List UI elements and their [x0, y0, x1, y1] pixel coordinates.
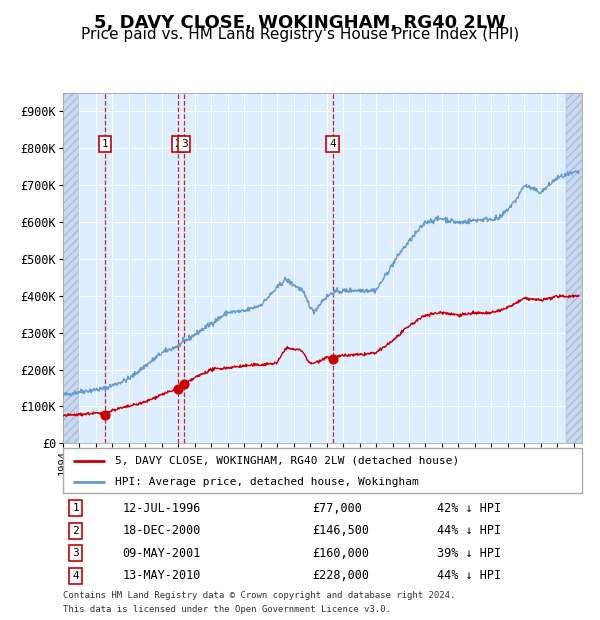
Point: [328, 354, 337, 364]
Text: 09-MAY-2001: 09-MAY-2001: [122, 547, 201, 560]
Text: HPI: Average price, detached house, Wokingham: HPI: Average price, detached house, Woki…: [115, 477, 419, 487]
Text: 2: 2: [73, 526, 79, 536]
Text: £146,500: £146,500: [312, 525, 369, 538]
Text: 39% ↓ HPI: 39% ↓ HPI: [437, 547, 501, 560]
Text: 44% ↓ HPI: 44% ↓ HPI: [437, 569, 501, 582]
Text: Price paid vs. HM Land Registry's House Price Index (HPI): Price paid vs. HM Land Registry's House …: [81, 27, 519, 42]
Text: 4: 4: [329, 139, 336, 149]
Text: £77,000: £77,000: [312, 502, 362, 515]
Text: 42% ↓ HPI: 42% ↓ HPI: [437, 502, 501, 515]
Bar: [566, 93, 582, 443]
Text: 1: 1: [73, 503, 79, 513]
Text: £228,000: £228,000: [312, 569, 369, 582]
Text: This data is licensed under the Open Government Licence v3.0.: This data is licensed under the Open Gov…: [63, 604, 391, 614]
Point: [100, 410, 109, 420]
Text: 5, DAVY CLOSE, WOKINGHAM, RG40 2LW (detached house): 5, DAVY CLOSE, WOKINGHAM, RG40 2LW (deta…: [115, 456, 459, 466]
Point: [173, 384, 182, 394]
Text: Contains HM Land Registry data © Crown copyright and database right 2024.: Contains HM Land Registry data © Crown c…: [63, 590, 455, 600]
Text: 3: 3: [181, 139, 188, 149]
Text: 13-MAY-2010: 13-MAY-2010: [122, 569, 201, 582]
Text: £160,000: £160,000: [312, 547, 369, 560]
Bar: [63, 93, 79, 443]
Text: 18-DEC-2000: 18-DEC-2000: [122, 525, 201, 538]
Text: 2: 2: [174, 139, 181, 149]
Text: 5, DAVY CLOSE, WOKINGHAM, RG40 2LW: 5, DAVY CLOSE, WOKINGHAM, RG40 2LW: [94, 14, 506, 32]
Text: 3: 3: [73, 548, 79, 559]
Text: 12-JUL-1996: 12-JUL-1996: [122, 502, 201, 515]
FancyBboxPatch shape: [63, 448, 582, 493]
Text: 44% ↓ HPI: 44% ↓ HPI: [437, 525, 501, 538]
Point: [179, 379, 189, 389]
Text: 4: 4: [73, 571, 79, 581]
Text: 1: 1: [101, 139, 108, 149]
